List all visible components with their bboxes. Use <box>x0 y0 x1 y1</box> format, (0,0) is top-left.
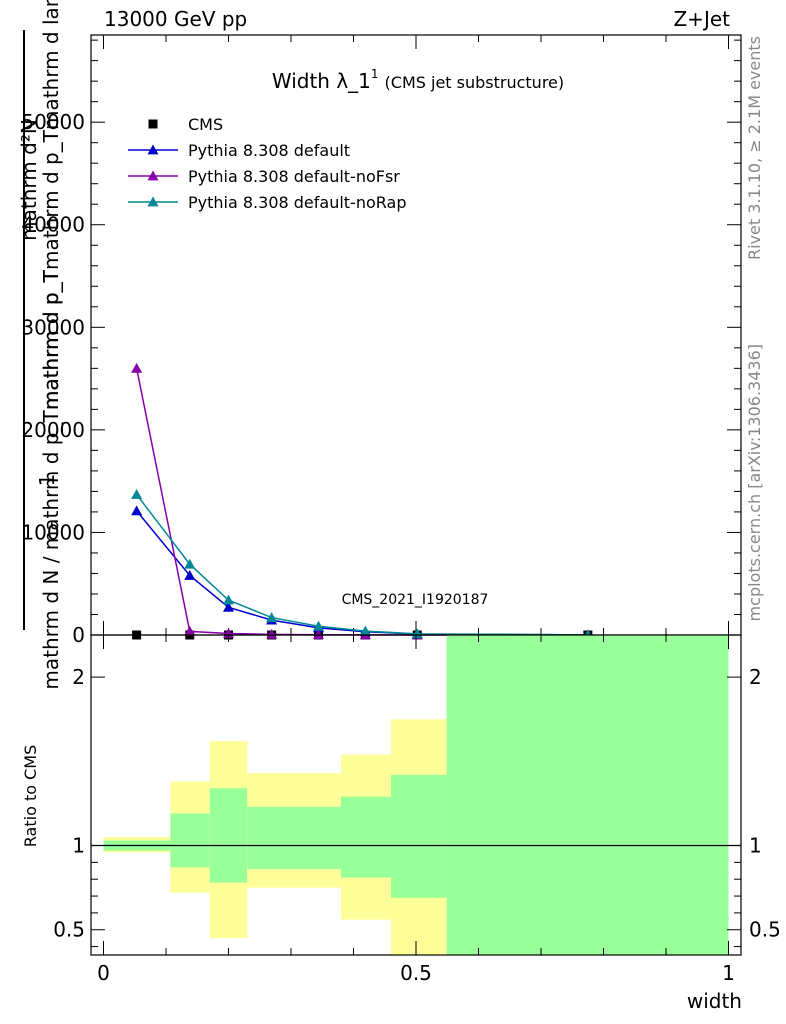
side-text-bottom: mcplots.cern.ch [arXiv:1306.3436] <box>745 344 764 621</box>
header-left: 13000 GeV pp <box>104 7 247 31</box>
ratio-y-tick-label-right: 2 <box>749 665 762 689</box>
legend: CMS Pythia 8.308 default Pythia 8.308 defa… <box>128 115 406 212</box>
ratio-y-tick-label-right: 1 <box>749 834 762 858</box>
ratio-plot-frame <box>90 634 742 956</box>
series-point-2 <box>184 625 196 636</box>
series-point-3 <box>359 625 371 636</box>
side-text-top: Rivet 3.1.10, ≥ 2.1M events <box>745 36 764 260</box>
ratio-frame <box>90 634 742 956</box>
series-point-2 <box>266 628 278 639</box>
x-tick-label: 0.5 <box>400 961 432 985</box>
main-y-tick-label: 0 <box>72 623 85 647</box>
header-right: Z+Jet <box>673 7 730 31</box>
series-point-2 <box>131 362 143 373</box>
ratio-inner-band <box>209 788 248 883</box>
main-ylabel-one: 1 <box>35 474 59 487</box>
x-tick-label: 1 <box>722 961 735 985</box>
series-line-1 <box>136 510 588 636</box>
main-y-tick-label: 50000 <box>21 110 85 134</box>
x-axis-label: width <box>687 989 742 1013</box>
plot-title-sup: 1 <box>371 67 379 81</box>
series-point-1 <box>223 601 234 612</box>
plot-title-sub: (CMS jet substructure) <box>385 73 565 92</box>
series-point-3 <box>411 628 423 639</box>
series-point-3 <box>131 488 143 499</box>
legend-marker <box>147 196 159 207</box>
x-tick-label: 0 <box>97 961 110 985</box>
series-point-2 <box>313 629 324 640</box>
series-line-3 <box>136 494 588 636</box>
legend-label: Pythia 8.308 default-noFsr <box>188 167 400 186</box>
plot-title: Width λ_11 (CMS jet substructure) <box>272 67 564 93</box>
ratio-y-tick-label: 0.5 <box>53 918 85 942</box>
legend-label: Pythia 8.308 default-noRap <box>188 193 406 212</box>
ratio-y-tick-label: 1 <box>72 834 85 858</box>
ratio-inner-band <box>446 635 729 955</box>
ratio-ylabel: Ratio to CMS <box>21 745 40 847</box>
main-y-tick-label: 40000 <box>21 213 85 237</box>
main-ylabel-top: mathrm d²N <box>17 119 41 241</box>
series-point-3 <box>184 558 196 569</box>
ratio-inner-band <box>170 813 210 868</box>
main-y-tick-label: 10000 <box>21 520 85 544</box>
legend-marker <box>147 170 159 181</box>
ratio-inner-band <box>391 774 447 898</box>
series-point-1 <box>131 505 143 516</box>
ratio-inner-band <box>247 806 341 870</box>
legend-marker <box>148 119 158 129</box>
ratio-y-tick-label: 2 <box>72 665 85 689</box>
main-axis-ticks: 0 10000 20000 30000 40000 50000 <box>21 35 741 647</box>
main-y-tick-label: 20000 <box>21 418 85 442</box>
ratio-inner-band <box>341 796 391 878</box>
watermark: CMS_2021_I1920187 <box>342 592 489 608</box>
series-point-1 <box>184 570 196 580</box>
ratio-axis-ticks: 0.5 0.5 1 1 2 2 0 0.5 1 <box>53 635 781 985</box>
legend-marker <box>147 144 159 155</box>
ratio-bands <box>91 635 741 955</box>
series-point-3 <box>313 620 324 631</box>
main-ylabel-mid: mathrm d p_Tmathrm d p_Tmathrm d lambda <box>39 0 63 410</box>
series-point-3 <box>223 594 234 605</box>
main-y-tick-label: 30000 <box>21 315 85 339</box>
ratio-y-tick-label-right: 0.5 <box>749 918 781 942</box>
series-point-3 <box>266 612 278 622</box>
plot-title-main: Width λ_1 <box>272 69 371 93</box>
legend-label: Pythia 8.308 default <box>188 141 350 160</box>
main-ylabel-bottom: mathrm d N / mathrm d p_Tmathrm d p_T <box>39 270 63 690</box>
legend-label: CMS <box>188 115 223 134</box>
main-ylabel: mathrm d²N mathrm d p_Tmathrm d p_Tmathr… <box>17 0 63 690</box>
